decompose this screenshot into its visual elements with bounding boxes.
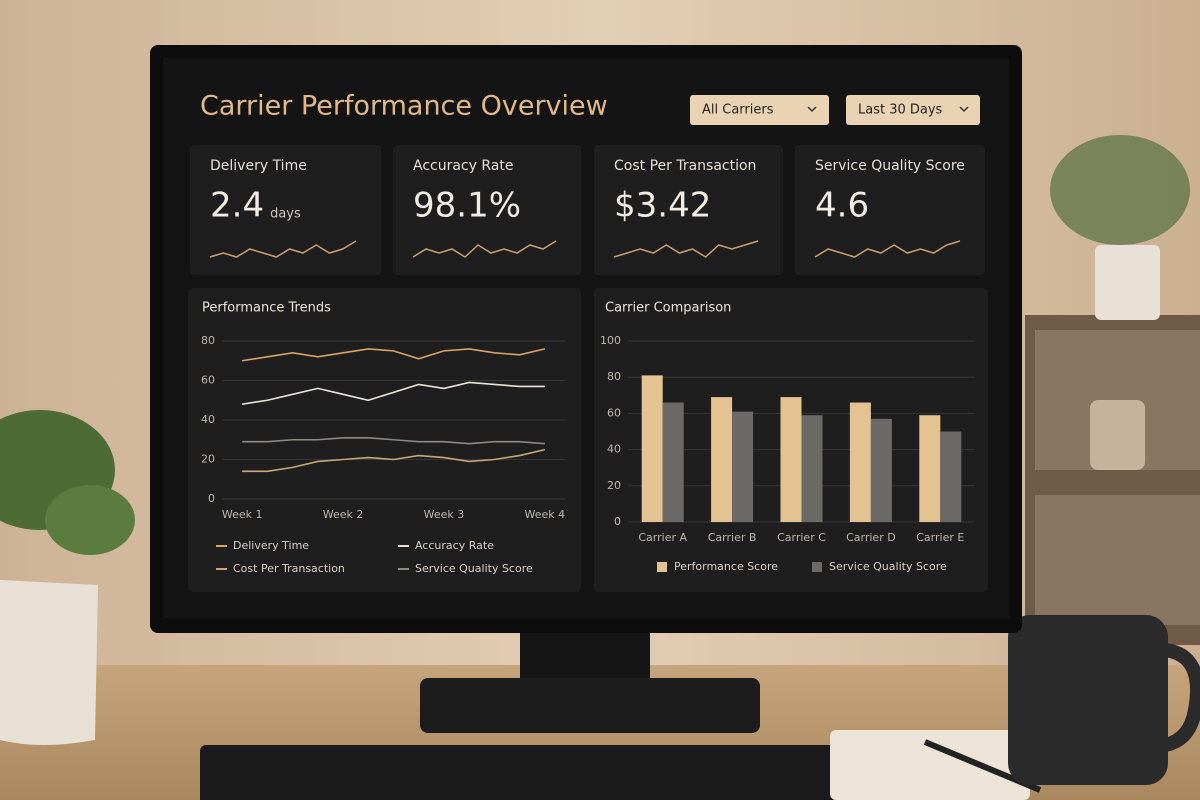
legend-label: Accuracy Rate <box>415 539 494 552</box>
dropdown-label[interactable]: Last 30 Days <box>858 103 943 118</box>
mug-handle <box>1163 643 1200 752</box>
sparkline <box>814 240 961 258</box>
chevron[interactable] <box>959 106 969 113</box>
y-tick-label: 60 <box>607 406 621 419</box>
dropdown-box[interactable] <box>690 95 829 125</box>
keyboard <box>200 745 840 800</box>
line-series <box>242 381 545 405</box>
y-tick-label: 20 <box>607 479 621 492</box>
bar <box>711 397 733 522</box>
bar <box>801 415 823 522</box>
y-tick-label: 0 <box>208 492 215 505</box>
monitor-base <box>420 678 760 733</box>
notebook <box>830 730 1030 800</box>
bar <box>732 411 754 522</box>
kpi-value: 2.4 <box>210 186 264 226</box>
legend-label: Service Quality Score <box>829 560 947 573</box>
x-tick-label: Carrier C <box>777 531 826 544</box>
bar <box>919 415 941 522</box>
sparkline <box>209 240 357 258</box>
legend-label: Cost Per Transaction <box>233 562 345 575</box>
pot <box>1095 245 1160 320</box>
plant-blur <box>1050 135 1190 245</box>
kpi-card <box>795 145 985 275</box>
x-tick-label: Carrier B <box>708 531 757 544</box>
legend-label: Service Quality Score <box>415 562 533 575</box>
bar <box>940 431 962 522</box>
monitor-neck <box>520 630 650 685</box>
line-series <box>242 448 546 473</box>
kpi-label: Service Quality Score <box>815 158 965 174</box>
y-tick-label: 100 <box>600 334 621 347</box>
kpi-unit: days <box>270 207 301 222</box>
filter-dropdown[interactable]: All Carriers <box>690 95 829 125</box>
panel <box>188 288 581 592</box>
y-tick-label: 0 <box>614 515 621 528</box>
x-tick-label: Carrier E <box>916 531 964 544</box>
x-tick-label: Week 3 <box>424 508 465 521</box>
kpi-label: Accuracy Rate <box>413 158 513 174</box>
line-series <box>242 348 546 362</box>
x-tick-label: Week 4 <box>525 508 566 521</box>
bar <box>641 375 663 522</box>
kpi-card <box>190 145 381 275</box>
y-tick-label: 80 <box>607 370 621 383</box>
filter-dropdown[interactable]: Last 30 Days <box>846 95 980 125</box>
kpi-label: Cost Per Transaction <box>614 158 756 174</box>
x-tick-label: Week 1 <box>222 508 263 521</box>
legend-swatch <box>812 562 822 572</box>
sparkline <box>412 240 557 258</box>
bar <box>780 397 802 522</box>
y-tick-label: 60 <box>201 374 215 387</box>
y-tick-label: 80 <box>201 334 215 347</box>
x-tick-label: Carrier D <box>846 531 896 544</box>
kpi-card <box>393 145 581 275</box>
chevron[interactable] <box>807 106 817 113</box>
kpi-value: $3.42 <box>614 186 711 226</box>
dropdown-label[interactable]: All Carriers <box>702 103 774 118</box>
legend-swatch <box>657 562 667 572</box>
legend-label: Delivery Time <box>233 539 309 552</box>
y-tick-label: 20 <box>201 453 215 466</box>
shelf-back <box>1035 495 1200 625</box>
y-tick-label: 40 <box>607 443 621 456</box>
chart-title: Carrier Comparison <box>605 301 731 316</box>
kpi-label: Delivery Time <box>210 158 307 174</box>
kpi-card <box>594 145 783 275</box>
y-tick-label: 40 <box>201 413 215 426</box>
plant-pot <box>0 580 98 745</box>
plant <box>45 485 135 555</box>
line-series <box>242 436 545 445</box>
dropdown-box[interactable] <box>846 95 980 125</box>
vase <box>1090 400 1145 470</box>
kpi-value: 4.6 <box>815 186 869 226</box>
sparkline <box>613 240 759 258</box>
x-tick-label: Carrier A <box>638 531 687 544</box>
dashboard-title: Carrier Performance Overview <box>200 91 608 122</box>
bar <box>662 402 684 522</box>
x-tick-label: Week 2 <box>323 508 364 521</box>
kpi-value: 98.1% <box>413 186 521 226</box>
bar <box>870 418 892 522</box>
bar <box>849 402 871 522</box>
chart-title: Performance Trends <box>202 301 331 316</box>
legend-label: Performance Score <box>674 560 778 573</box>
mug <box>1008 615 1168 785</box>
